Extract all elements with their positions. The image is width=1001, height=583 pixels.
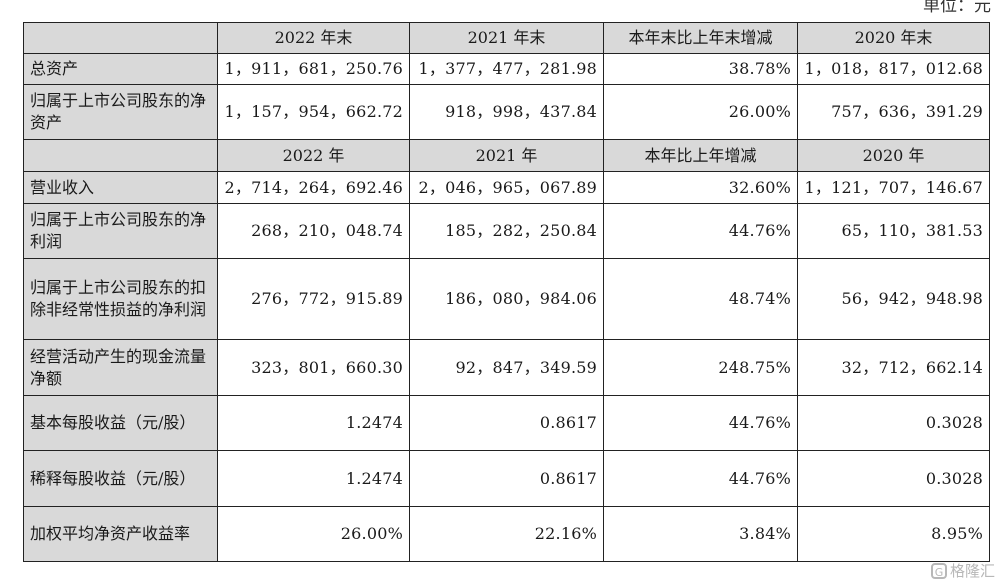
value-change: 26.00%	[603, 84, 798, 140]
value-2020: 0.3028	[797, 450, 990, 507]
row-label: 基本每股收益（元/股）	[23, 395, 218, 451]
value-change: 38.78%	[603, 53, 798, 85]
financial-data-table: 2022 年末 2021 年末 本年末比上年末增减 2020 年末 总资产 1，…	[23, 22, 990, 562]
table-row: 基本每股收益（元/股） 1.2474 0.8617 44.76% 0.3028	[23, 395, 990, 451]
row-label: 归属于上市公司股东的扣除非经常性损益的净利润	[23, 258, 218, 340]
value-change: 32.60%	[603, 171, 798, 204]
value-2021: 0.8617	[409, 450, 604, 507]
value-2022: 1，157，954，662.72	[217, 84, 410, 140]
value-2021: 185，282，250.84	[409, 203, 604, 259]
unit-label: 单位：元	[923, 0, 991, 16]
row-label: 归属于上市公司股东的净资产	[23, 84, 218, 140]
value-2022: 1.2474	[217, 450, 410, 507]
value-2020: 1，121，707，146.67	[797, 171, 990, 204]
value-change: 48.74%	[603, 258, 798, 340]
value-2020: 56，942，948.98	[797, 258, 990, 340]
value-2021: 186，080，984.06	[409, 258, 604, 340]
value-2022: 276，772，915.89	[217, 258, 410, 340]
value-2022: 323，801，660.30	[217, 339, 410, 396]
value-change: 44.76%	[603, 450, 798, 507]
value-change: 44.76%	[603, 203, 798, 259]
row-label: 营业收入	[23, 171, 218, 204]
header-row-year-end: 2022 年末 2021 年末 本年末比上年末增减 2020 年末	[23, 22, 990, 54]
value-2022: 1.2474	[217, 395, 410, 451]
value-2021: 0.8617	[409, 395, 604, 451]
header-change-year: 本年比上年增减	[603, 139, 798, 172]
header-2020: 2020 年	[797, 139, 990, 172]
row-label: 稀释每股收益（元/股）	[23, 450, 218, 507]
value-2021: 918，998，437.84	[409, 84, 604, 140]
header-empty-cell	[23, 139, 218, 172]
value-2021: 92，847，349.59	[409, 339, 604, 396]
header-row-year: 2022 年 2021 年 本年比上年增减 2020 年	[23, 139, 990, 172]
header-2020-end: 2020 年末	[797, 22, 990, 54]
value-change: 3.84%	[603, 506, 798, 562]
value-2020: 8.95%	[797, 506, 990, 562]
table-row: 归属于上市公司股东的净利润 268，210，048.74 185，282，250…	[23, 203, 990, 259]
table-row: 加权平均净资产收益率 26.00% 22.16% 3.84% 8.95%	[23, 506, 990, 562]
table-row: 经营活动产生的现金流量净额 323，801，660.30 92，847，349.…	[23, 339, 990, 396]
value-2021: 22.16%	[409, 506, 604, 562]
header-change-year-end: 本年末比上年末增减	[603, 22, 798, 54]
value-2022: 1，911，681，250.76	[217, 53, 410, 85]
row-label: 加权平均净资产收益率	[23, 506, 218, 562]
value-2020: 0.3028	[797, 395, 990, 451]
value-2021: 2，046，965，067.89	[409, 171, 604, 204]
value-2020: 1，018，817，012.68	[797, 53, 990, 85]
row-label: 归属于上市公司股东的净利润	[23, 203, 218, 259]
watermark: G 格隆汇	[930, 560, 995, 581]
value-2020: 757，636，391.29	[797, 84, 990, 140]
header-2021-end: 2021 年末	[409, 22, 604, 54]
row-label: 经营活动产生的现金流量净额	[23, 339, 218, 396]
value-2020: 32，712，662.14	[797, 339, 990, 396]
header-2022: 2022 年	[217, 139, 410, 172]
table-row: 总资产 1，911，681，250.76 1，377，477，281.98 38…	[23, 53, 990, 85]
value-2022: 26.00%	[217, 506, 410, 562]
value-2021: 1，377，477，281.98	[409, 53, 604, 85]
table-row: 归属于上市公司股东的扣除非经常性损益的净利润 276，772，915.89 18…	[23, 258, 990, 340]
header-empty-cell	[23, 22, 218, 54]
watermark-text: 格隆汇	[949, 562, 995, 580]
row-label: 总资产	[23, 53, 218, 85]
value-2020: 65，110，381.53	[797, 203, 990, 259]
header-2022-end: 2022 年末	[217, 22, 410, 54]
value-change: 248.75%	[603, 339, 798, 396]
table-row: 稀释每股收益（元/股） 1.2474 0.8617 44.76% 0.3028	[23, 450, 990, 507]
value-2022: 268，210，048.74	[217, 203, 410, 259]
table-row: 归属于上市公司股东的净资产 1，157，954，662.72 918，998，4…	[23, 84, 990, 140]
header-2021: 2021 年	[409, 139, 604, 172]
value-2022: 2，714，264，692.46	[217, 171, 410, 204]
table-row: 营业收入 2，714，264，692.46 2，046，965，067.89 3…	[23, 171, 990, 204]
value-change: 44.76%	[603, 395, 798, 451]
watermark-logo-icon: G	[930, 562, 947, 579]
